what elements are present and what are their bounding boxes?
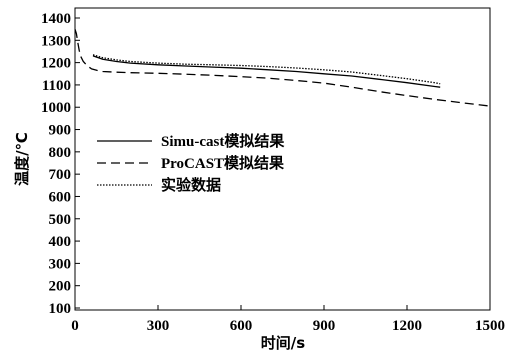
- y-tick-label: 800: [49, 145, 72, 161]
- y-tick-label: 100: [49, 301, 72, 317]
- x-tick-label: 1200: [392, 318, 422, 334]
- series-line-1: [92, 55, 441, 88]
- y-tick-label: 700: [49, 167, 72, 183]
- x-tick-label: 600: [230, 318, 253, 334]
- y-tick-label: 200: [49, 279, 72, 295]
- x-tick-label: 900: [313, 318, 336, 334]
- y-axis-title: 温度/℃: [13, 132, 31, 186]
- y-tick-label: 500: [49, 212, 72, 228]
- y-tick-label: 1400: [41, 11, 71, 27]
- legend-label-1: Simu-cast模拟结果: [161, 132, 285, 150]
- x-tick-label: 300: [147, 318, 170, 334]
- y-tick-label: 400: [49, 234, 72, 250]
- x-axis-title: 时间/s: [261, 334, 305, 352]
- y-tick-label: 1300: [41, 33, 71, 49]
- x-tick-label: 0: [71, 318, 79, 334]
- y-tick-label: 1200: [41, 56, 71, 72]
- x-tick-label: 1500: [475, 318, 505, 334]
- series-layer: [74, 29, 491, 107]
- plot-frame: [74, 7, 491, 311]
- y-tick-label: 1000: [41, 100, 71, 116]
- y-tick-label: 600: [49, 189, 72, 205]
- y-tick-label: 1100: [42, 78, 71, 94]
- y-axis-ticks: 100 200 300 400 500 600 700 800 900 1000 1100 1200 1…: [41, 11, 80, 317]
- legend-label-3: 实验数据: [161, 176, 221, 194]
- legend-label-2: ProCAST模拟结果: [161, 154, 285, 172]
- series-line-3: [92, 54, 441, 85]
- x-axis-ticks: 0 300 600 900 1200 1500: [71, 305, 505, 334]
- y-tick-label: 900: [49, 123, 72, 139]
- y-tick-label: 300: [49, 256, 72, 272]
